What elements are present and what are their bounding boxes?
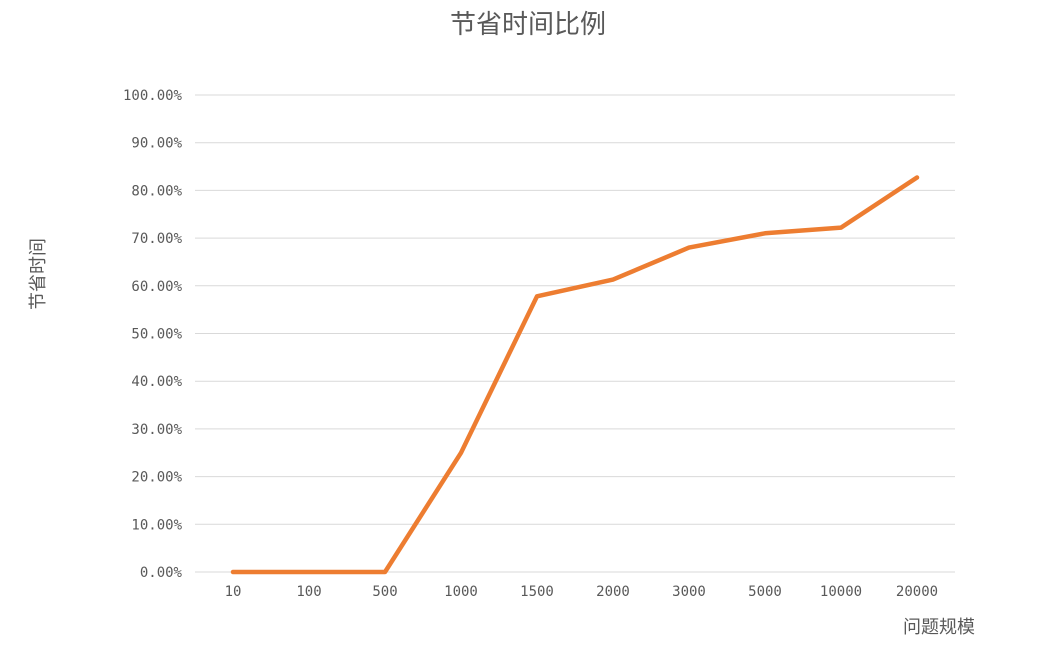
x-tick-label: 10000 (820, 584, 862, 600)
x-tick-labels: 10 100 500 1000 1500 2000 3000 5000 10000 20000 (225, 584, 939, 600)
series-line (230, 175, 920, 575)
x-tick-label: 2000 (596, 584, 630, 600)
y-tick-label: 30.00% (131, 422, 182, 438)
y-tick-label: 60.00% (131, 279, 182, 295)
y-tick-label: 90.00% (131, 136, 182, 152)
y-tick-label: 10.00% (131, 517, 182, 533)
series-layer (230, 175, 920, 575)
y-tick-label: 70.00% (131, 231, 182, 247)
x-tick-label: 1500 (520, 584, 554, 600)
x-tick-label: 500 (372, 584, 397, 600)
y-tick-label: 40.00% (131, 374, 182, 390)
y-tick-label: 0.00% (140, 565, 183, 581)
x-tick-label: 1000 (444, 584, 478, 600)
x-tick-label: 100 (296, 584, 321, 600)
chart-title: 节省时间比例 (450, 10, 606, 40)
y-tick-label: 20.00% (131, 470, 182, 486)
x-axis-title: 问题规模 (903, 617, 975, 638)
y-tick-label: 100.00% (123, 88, 183, 104)
y-tick-label: 50.00% (131, 327, 182, 343)
y-tick-label: 80.00% (131, 183, 182, 199)
x-tick-label: 10 (225, 584, 242, 600)
y-axis-title: 节省时间 (28, 238, 49, 310)
gridlines (195, 94, 955, 573)
x-tick-label: 3000 (672, 584, 706, 600)
x-tick-label: 20000 (896, 584, 938, 600)
x-tick-label: 5000 (748, 584, 782, 600)
y-tick-labels: 0.00% 10.00% 20.00% 30.00% 40.00% 50.00% 60.00… (123, 88, 183, 581)
